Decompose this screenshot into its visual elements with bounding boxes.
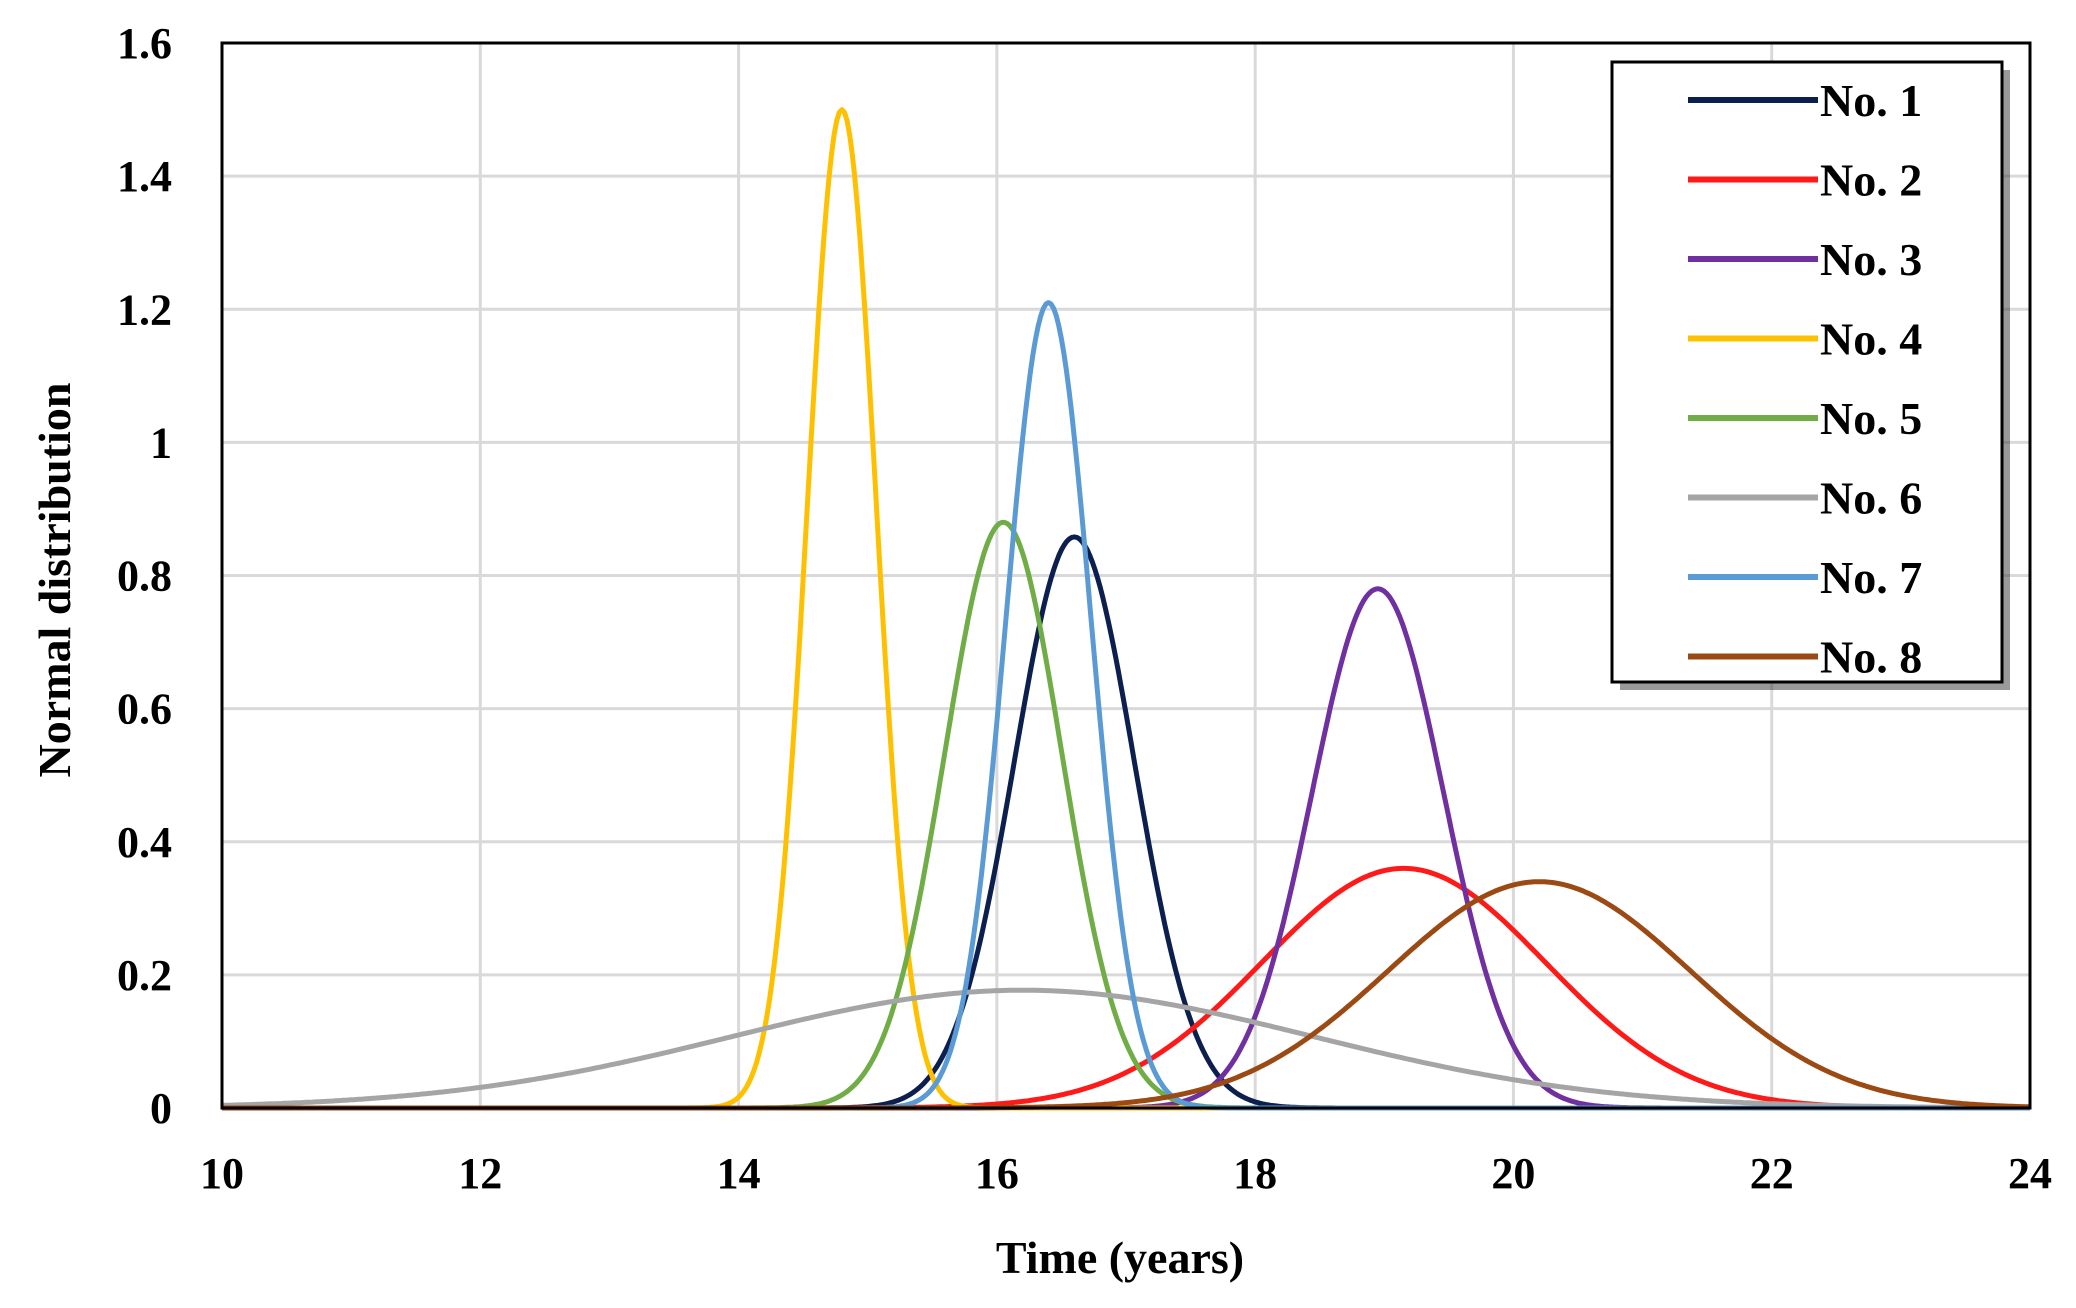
legend-label: No. 3	[1820, 234, 1922, 285]
y-axis-title: Normal distribution	[29, 383, 80, 778]
legend-label: No. 7	[1820, 552, 1922, 603]
x-tick-label: 16	[975, 1149, 1019, 1198]
x-axis-ticks: 10 12 14 16 18 20 22 24	[200, 1149, 2052, 1198]
x-tick-label: 22	[1750, 1149, 1794, 1198]
y-tick-label: 0.6	[117, 685, 172, 734]
legend-item: No. 5	[1688, 393, 1922, 444]
y-tick-label: 1.6	[117, 19, 172, 68]
x-tick-label: 20	[1491, 1149, 1535, 1198]
y-tick-label: 1.2	[117, 285, 172, 334]
y-tick-label: 0.8	[117, 552, 172, 601]
legend-item: No. 8	[1688, 632, 1922, 683]
legend-label: No. 6	[1820, 473, 1922, 524]
y-tick-label: 0	[150, 1084, 172, 1133]
y-axis-ticks: 0 0.2 0.4 0.6 0.8 1 1.2 1.4 1.6	[117, 19, 172, 1133]
x-tick-label: 14	[717, 1149, 761, 1198]
legend-item: No. 7	[1688, 552, 1922, 603]
x-axis-title: Time (years)	[996, 1232, 1244, 1283]
legend-label: No. 2	[1820, 155, 1922, 206]
series-line-no-6	[221, 987, 2030, 1111]
y-tick-label: 0.2	[117, 951, 172, 1000]
legend-items: No. 1 No. 2 No. 3 No. 4 No. 5 No. 6 No. 7 No. 8	[1688, 75, 1922, 683]
y-tick-label: 1	[150, 418, 172, 467]
legend-label: No. 5	[1820, 393, 1922, 444]
x-tick-label: 24	[2008, 1149, 2052, 1198]
legend-item: No. 2	[1688, 155, 1922, 206]
x-tick-label: 10	[200, 1149, 244, 1198]
legend-item: No. 3	[1688, 234, 1922, 285]
legend: No. 1 No. 2 No. 3 No. 4 No. 5 No. 6 No. 7 No. 8	[1610, 60, 2010, 690]
y-tick-label: 1.4	[117, 152, 172, 201]
legend-item: No. 1	[1688, 75, 1922, 126]
y-tick-label: 0.4	[117, 818, 172, 867]
x-tick-label: 18	[1233, 1149, 1277, 1198]
series-line-no-2	[222, 865, 2030, 1111]
legend-label: No. 4	[1820, 314, 1922, 365]
x-tick-label: 12	[458, 1149, 502, 1198]
plot-area-border	[220, 41, 2032, 1110]
legend-item: No. 4	[1688, 314, 1922, 365]
legend-label: No. 1	[1820, 75, 1922, 126]
legend-label: No. 8	[1820, 632, 1922, 683]
legend-item: No. 6	[1688, 473, 1922, 524]
legend-box	[1610, 60, 2004, 684]
